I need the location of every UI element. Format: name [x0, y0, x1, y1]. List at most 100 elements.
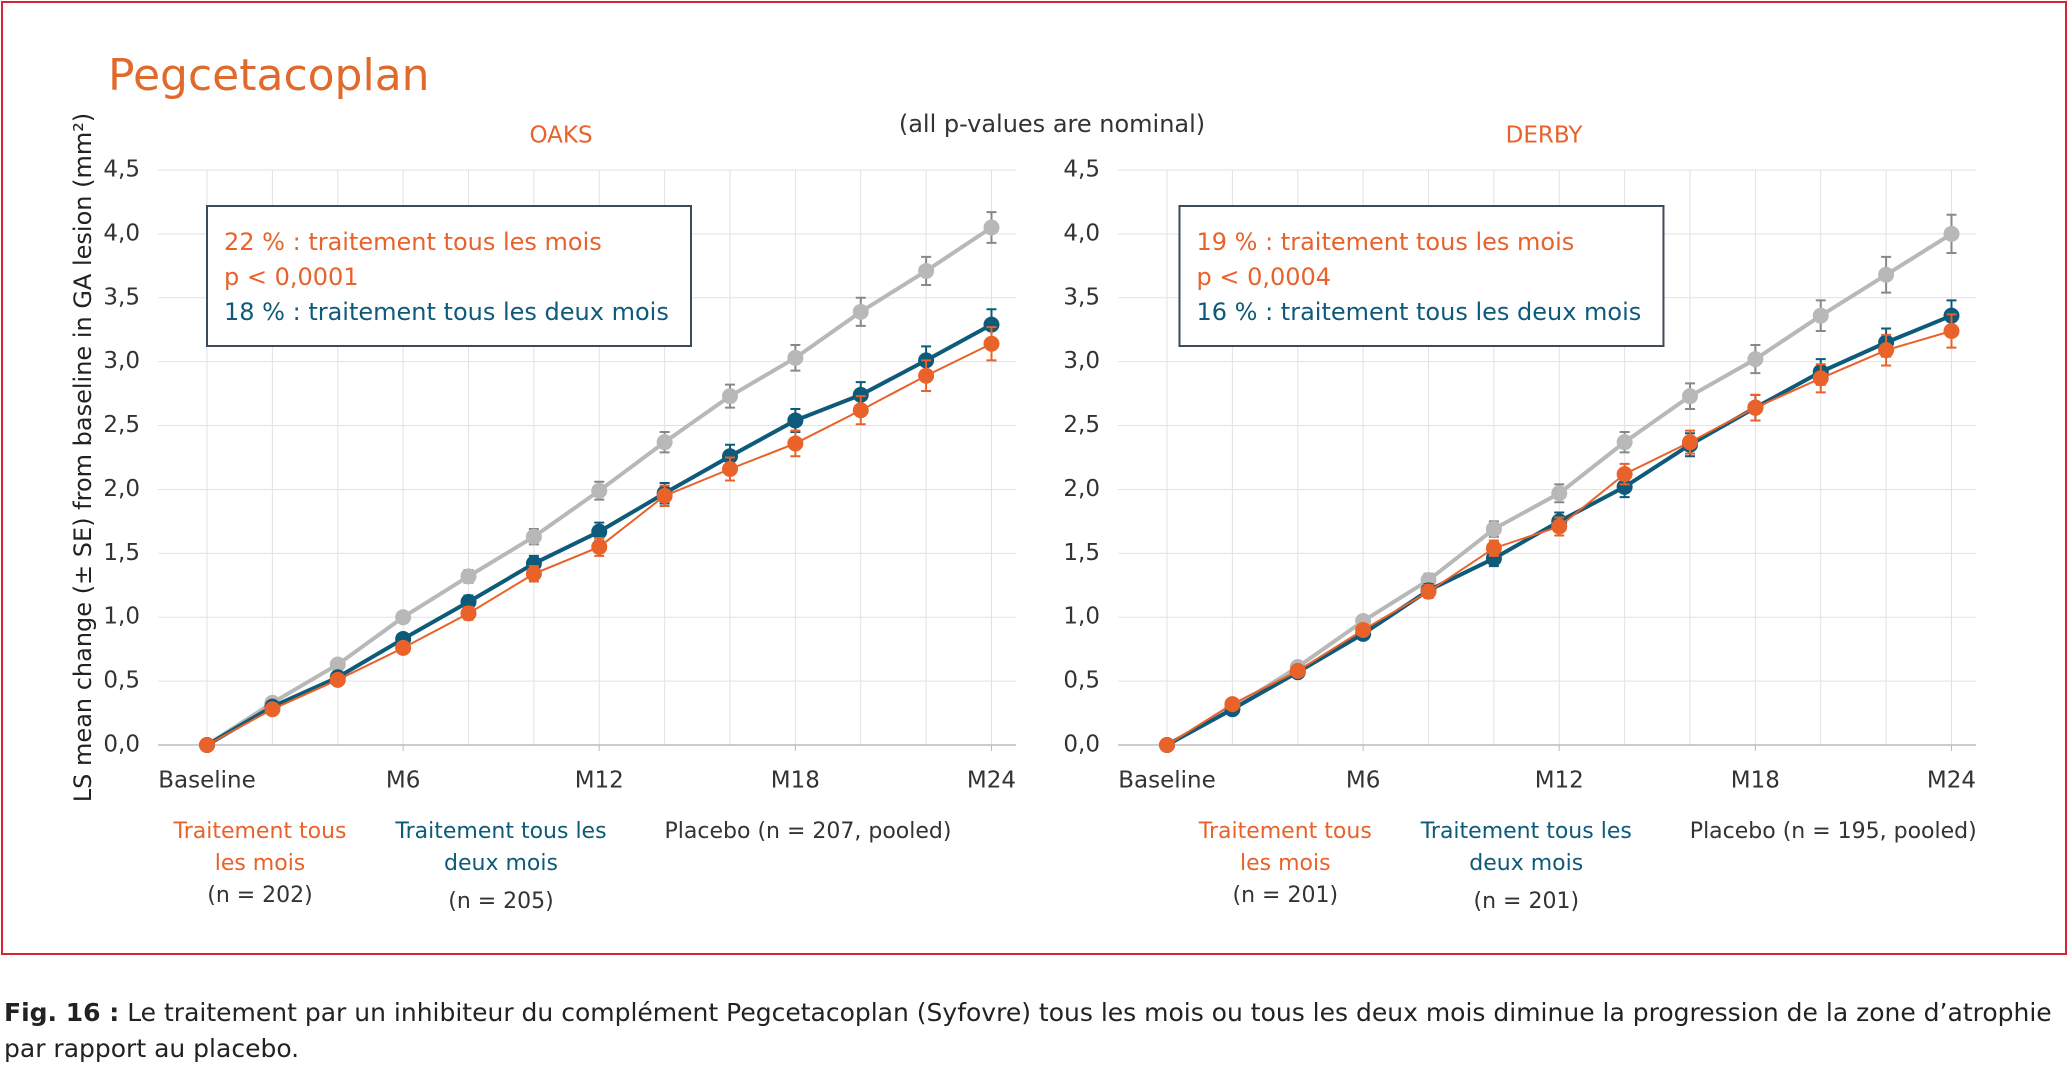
- marker: [787, 412, 804, 429]
- x-tick-label: M12: [575, 768, 624, 794]
- legend-count: (n = 202): [207, 883, 313, 908]
- marker: [1289, 662, 1306, 679]
- marker: [852, 386, 869, 403]
- marker: [722, 461, 738, 477]
- marker: [1616, 466, 1633, 483]
- x-tick-label: M24: [967, 768, 1016, 794]
- legend-entry: Traitement tous les mois: [1198, 819, 1372, 876]
- marker: [1159, 737, 1176, 753]
- y-tick-label: 3,5: [103, 284, 140, 310]
- y-tick-label: 2,0: [1063, 476, 1100, 502]
- y-tick-label: 4,0: [103, 220, 140, 246]
- marker: [1616, 434, 1633, 451]
- marker: [1812, 370, 1829, 387]
- legend-entry: Placebo (n = 207, pooled): [664, 819, 952, 844]
- marker: [591, 523, 608, 540]
- marker: [329, 671, 346, 688]
- marker: [591, 482, 608, 499]
- legend-entry: Traitement tous les deux mois: [1420, 819, 1632, 876]
- legend-entry: Traitement tous les mois: [173, 819, 347, 876]
- y-tick-label: 1,0: [1063, 604, 1100, 630]
- subplot-title: OAKS: [529, 123, 592, 149]
- marker: [460, 593, 477, 610]
- marker: [525, 528, 542, 545]
- marker: [1747, 399, 1764, 416]
- marker: [395, 609, 412, 626]
- marker: [1355, 622, 1372, 638]
- legend-count: (n = 201): [1232, 883, 1339, 908]
- y-tick-label: 3,0: [103, 348, 140, 374]
- frame: [1, 1, 2067, 955]
- annotation-line: 22 % : traitement tous les mois: [224, 228, 602, 256]
- y-tick-label: 2,5: [1063, 412, 1100, 438]
- marker: [1551, 485, 1568, 502]
- y-tick-label: 4,5: [1063, 157, 1100, 183]
- marker: [918, 262, 935, 279]
- subplot-title: DERBY: [1506, 123, 1584, 149]
- annotation-box: [1178, 205, 1665, 347]
- y-tick-label: 0,0: [103, 732, 140, 758]
- y-tick-label: 3,5: [1063, 284, 1100, 310]
- marker: [1485, 521, 1502, 538]
- marker: [656, 487, 673, 504]
- x-tick-label: M6: [1346, 768, 1380, 794]
- marker: [1551, 518, 1568, 535]
- x-tick-label: M18: [1731, 768, 1780, 794]
- marker: [852, 303, 869, 320]
- y-axis-label: LS mean change (± SE) from baseline in G…: [69, 113, 97, 802]
- x-tick-label: Baseline: [158, 768, 256, 794]
- marker: [852, 402, 869, 419]
- note: (all p-values are nominal): [899, 110, 1205, 138]
- marker: [1943, 225, 1960, 242]
- y-tick-label: 3,0: [1063, 348, 1100, 374]
- y-tick-label: 1,0: [103, 604, 140, 630]
- annotation-line: 19 % : traitement tous les mois: [1196, 228, 1574, 256]
- marker: [199, 737, 216, 753]
- legend-count: (n = 205): [448, 889, 554, 914]
- marker: [1878, 342, 1895, 359]
- marker: [983, 219, 1000, 236]
- x-tick-label: Baseline: [1118, 768, 1216, 794]
- marker: [1616, 478, 1633, 495]
- marker: [1682, 434, 1698, 451]
- marker: [1747, 351, 1764, 368]
- marker: [1224, 696, 1241, 713]
- marker: [460, 605, 477, 622]
- marker: [722, 448, 738, 465]
- x-tick-label: M12: [1535, 768, 1584, 794]
- x-tick-label: M6: [386, 768, 420, 794]
- y-tick-label: 2,0: [103, 476, 140, 502]
- caption-label: Fig. 16 :: [4, 998, 120, 1027]
- marker: [722, 388, 738, 405]
- marker: [591, 538, 608, 555]
- marker: [1420, 583, 1437, 600]
- caption-text: Le traitement par un inhibiteur du compl…: [4, 998, 2052, 1063]
- y-tick-label: 2,5: [103, 412, 140, 438]
- marker: [525, 565, 542, 582]
- marker: [1682, 388, 1698, 405]
- legend-entry: Placebo (n = 195, pooled): [1689, 819, 1977, 844]
- legend-count: (n = 201): [1473, 889, 1580, 914]
- y-tick-label: 0,5: [103, 668, 140, 694]
- marker: [1812, 307, 1829, 324]
- y-tick-label: 4,5: [103, 157, 140, 183]
- legend-entry: Traitement tous les deux mois: [395, 819, 607, 876]
- annotation-line: 18 % : traitement tous les deux mois: [224, 298, 669, 326]
- marker: [329, 656, 346, 673]
- marker: [787, 435, 804, 452]
- marker: [787, 349, 804, 366]
- annotation-line: p < 0,0004: [1196, 263, 1331, 291]
- y-tick-label: 0,0: [1063, 732, 1100, 758]
- marker: [983, 316, 1000, 333]
- marker: [918, 367, 935, 384]
- marker: [395, 639, 412, 656]
- marker: [1878, 266, 1895, 283]
- annotation-line: p < 0,0001: [224, 263, 359, 291]
- marker: [1485, 540, 1502, 557]
- marker: [460, 568, 477, 585]
- marker: [264, 701, 281, 718]
- marker: [983, 335, 1000, 352]
- x-tick-label: M18: [771, 768, 820, 794]
